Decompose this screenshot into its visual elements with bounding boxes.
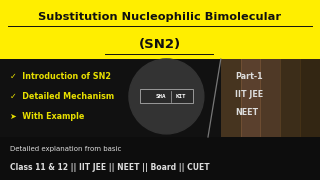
Text: (SΝ2): (SΝ2) bbox=[139, 38, 181, 51]
Text: Detailed explanation from basic: Detailed explanation from basic bbox=[10, 146, 121, 152]
Bar bbox=[241, 59, 261, 137]
Text: KIT: KIT bbox=[175, 94, 186, 99]
FancyBboxPatch shape bbox=[140, 89, 193, 103]
Circle shape bbox=[129, 59, 204, 134]
Bar bbox=[221, 59, 242, 137]
Text: ➤  With Example: ➤ With Example bbox=[10, 112, 84, 121]
Text: Class 11 & 12 || IIT JEE || NEET || Board || CUET: Class 11 & 12 || IIT JEE || NEET || Boar… bbox=[10, 163, 210, 172]
Text: NEET: NEET bbox=[235, 107, 258, 116]
Text: ✓  Introduction of SΝ2: ✓ Introduction of SΝ2 bbox=[10, 72, 111, 81]
Bar bbox=[260, 59, 281, 137]
Text: SHA: SHA bbox=[155, 94, 166, 99]
Text: IIT JEE: IIT JEE bbox=[235, 90, 263, 99]
Text: Part-1: Part-1 bbox=[235, 72, 262, 81]
Bar bbox=[0, 137, 320, 180]
Text: ✓  Detailed Mechanism: ✓ Detailed Mechanism bbox=[10, 92, 114, 101]
Text: Substitution Nucleophilic Bimolecular: Substitution Nucleophilic Bimolecular bbox=[38, 12, 282, 22]
Bar bbox=[300, 59, 320, 137]
Bar bbox=[280, 59, 301, 137]
Bar bbox=[0, 0, 320, 59]
